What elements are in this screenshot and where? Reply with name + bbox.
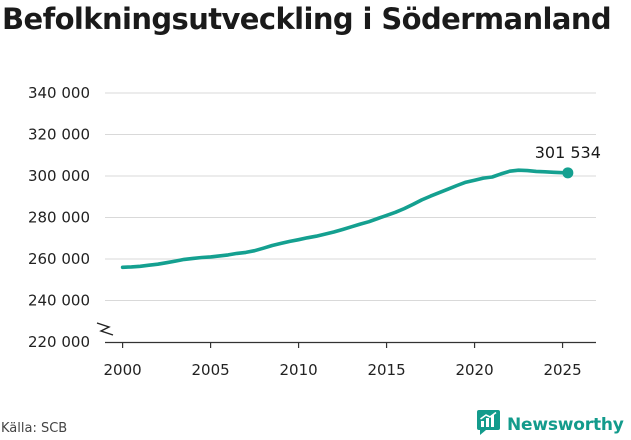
y-tick-label: 300 000 (28, 167, 90, 185)
y-tick-label: 320 000 (28, 126, 90, 144)
x-tick-label: 2000 (104, 361, 142, 379)
axis-break-icon (96, 322, 114, 336)
series-layer (120, 168, 570, 270)
newsworthy-logo-icon (476, 409, 501, 440)
y-tick-label: 260 000 (28, 250, 90, 268)
series-line (120, 168, 570, 270)
brand[interactable]: Newsworthy (476, 409, 624, 440)
y-tick-label: 240 000 (28, 292, 90, 310)
x-tick-label: 2015 (367, 361, 405, 379)
gridlines (105, 92, 596, 301)
end-value-label: 301 534 (535, 143, 601, 162)
y-tick-label: 220 000 (28, 333, 90, 351)
x-tick-label: 2010 (279, 361, 317, 379)
source-credit: Källa: SCB (1, 421, 68, 436)
end-point-marker (562, 167, 574, 179)
x-tick-label: 2005 (191, 361, 229, 379)
x-tick-label: 2025 (543, 361, 581, 379)
axes: 220 000 240 000 260 000 280 000 300 000 320 0… (28, 84, 596, 379)
annotations: 301 534 (535, 143, 601, 179)
y-tick-label: 340 000 (28, 84, 90, 102)
x-tick-label: 2020 (455, 361, 493, 379)
chart-title: Befolkningsutveckling i Södermanland (2, 2, 612, 36)
brand-name: Newsworthy (507, 414, 624, 435)
y-tick-label: 280 000 (28, 209, 90, 227)
